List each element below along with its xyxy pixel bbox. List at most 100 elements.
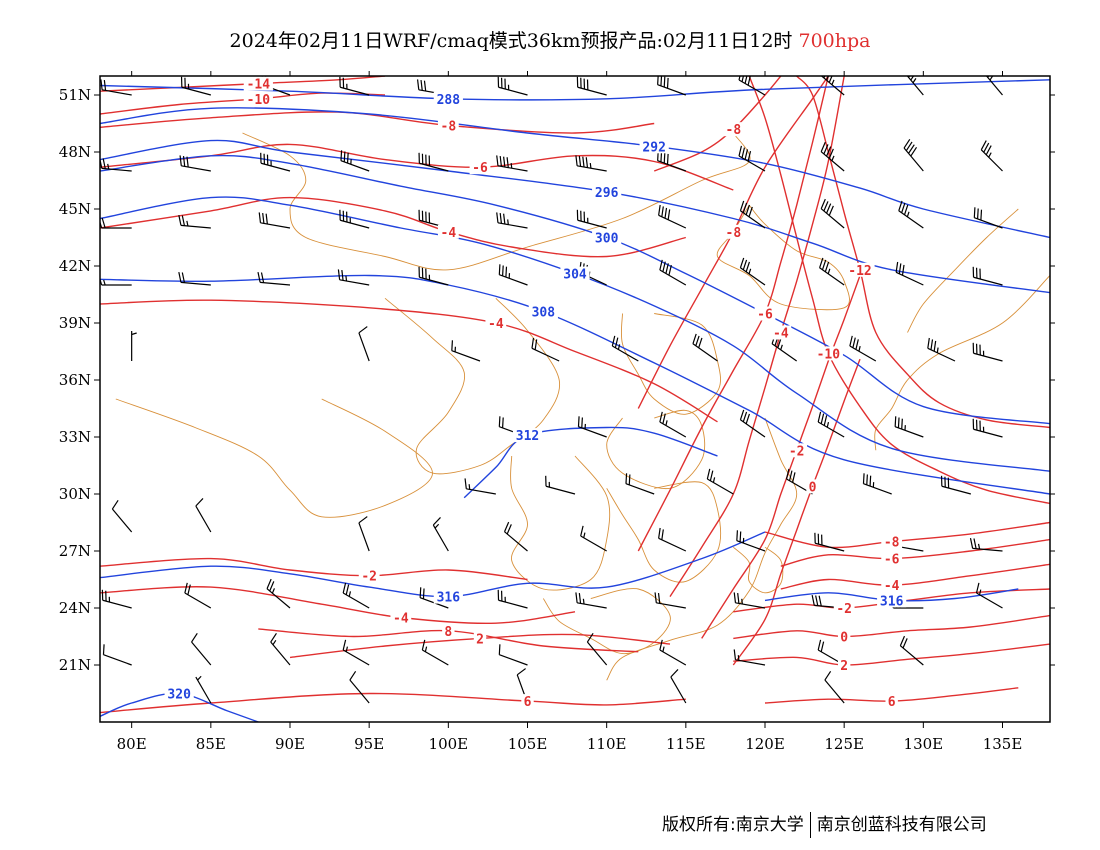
x-tick-label: 85E	[196, 735, 226, 753]
wind-barb	[451, 340, 481, 362]
geopotential-label: 312	[516, 429, 539, 444]
wind-barb	[421, 639, 449, 666]
temperature-contour	[100, 196, 686, 258]
temperature-label: -6	[884, 553, 900, 568]
temperature-label-bg	[243, 91, 273, 106]
wind-barb	[258, 212, 291, 229]
y-tick-label: 51N	[59, 86, 91, 104]
temperature-label: -4	[441, 226, 457, 241]
wind-barb	[973, 207, 1003, 229]
wind-barb	[260, 152, 291, 172]
wind-barb	[820, 141, 845, 172]
temperature-label: -2	[789, 444, 805, 459]
wind-barb	[969, 538, 1003, 552]
temperature-label: -14	[247, 78, 271, 93]
x-axis: 80E 85E 90E 95E 100E 105E 110E 115E 120E 125E 130E…	[117, 71, 1022, 753]
wind-barb	[898, 200, 924, 229]
wind-barb	[257, 272, 291, 286]
wind-barb	[503, 521, 528, 552]
temperature-label-bg	[885, 694, 898, 709]
temperature-label: -2	[836, 602, 852, 617]
temperature-label-bg	[813, 346, 843, 361]
y-tick-label: 48N	[59, 143, 91, 161]
temperature-contour	[100, 557, 528, 581]
temperature-label: 0	[840, 631, 848, 646]
boundary-line	[242, 132, 751, 271]
wind-barb	[111, 499, 133, 533]
temperature-label-bg	[469, 160, 491, 175]
temperature-label: 2	[840, 659, 848, 674]
wind-barb	[654, 592, 686, 609]
boundary-line	[620, 313, 721, 415]
wind-barb	[496, 155, 528, 172]
x-tick-label: 110E	[587, 735, 627, 753]
temperature-label: -4	[393, 612, 409, 627]
wind-barb	[849, 335, 877, 362]
wind-barb	[358, 516, 370, 552]
temperature-label: -4	[773, 327, 789, 342]
wind-barb	[985, 76, 1003, 96]
temperature-label: -4	[884, 579, 900, 594]
geopotential-label-bg	[164, 686, 194, 701]
temperature-label: -2	[361, 570, 377, 585]
plot-frame	[99, 75, 1051, 723]
wind-barb	[739, 409, 766, 438]
wind-barb	[342, 639, 370, 666]
temperature-contour	[732, 358, 861, 666]
wind-barb	[657, 76, 687, 96]
temperature-label: -8	[726, 226, 742, 241]
wind-barb	[733, 649, 766, 666]
temperature-label-bg	[437, 118, 459, 133]
geopotential-label: 296	[595, 186, 619, 201]
geopotential-label: 316	[880, 594, 904, 609]
boundary-line	[907, 208, 1019, 333]
wind-barb	[975, 582, 1003, 609]
temperature-label: 6	[524, 695, 532, 710]
y-tick-label: 27N	[59, 542, 91, 560]
temperature-label: -8	[726, 123, 742, 138]
temperature-label: -4	[488, 317, 504, 332]
wind-barb	[575, 155, 607, 172]
temperature-label: 8	[444, 625, 452, 640]
wind-barb	[577, 416, 607, 438]
wind-barb	[817, 411, 845, 438]
title-text: 2024年02月11日WRF/cmaq模式36km预报产品:02月11日12时	[229, 30, 793, 52]
copyright: 版权所有:南京大学 南京创蓝科技有限公司	[662, 810, 987, 838]
wind-barb-layer	[100, 76, 1003, 704]
wind-barb	[531, 337, 560, 362]
boundary-line	[115, 398, 433, 518]
wind-barb	[358, 326, 370, 362]
wind-barb	[349, 670, 370, 704]
wind-barb	[894, 416, 924, 438]
temperature-label-bg	[442, 623, 455, 638]
geopotential-label: 320	[167, 688, 191, 703]
wind-barb	[899, 635, 924, 666]
wind-barb	[498, 644, 528, 666]
wind-barb	[611, 335, 639, 362]
chart-title: 2024年02月11日WRF/cmaq模式36km预报产品:02月11日12时 …	[0, 26, 1100, 53]
y-tick-label: 45N	[59, 200, 91, 218]
temperature-label-bg	[521, 694, 534, 709]
geopotential-label-bg	[592, 184, 622, 199]
x-tick-label: 90E	[275, 735, 305, 753]
x-tick-label: 130E	[904, 735, 944, 753]
geopotential-contour	[100, 107, 1050, 239]
wind-barb	[576, 209, 607, 229]
wind-barb	[580, 525, 607, 552]
wind-barb	[706, 468, 734, 495]
temperature-label-bg	[473, 631, 487, 646]
temperature-label: 2	[476, 632, 484, 647]
temperature-label-bg	[845, 262, 875, 277]
geopotential-label-bg	[528, 304, 558, 319]
temperature-label-bg	[833, 601, 855, 615]
temperature-contour	[733, 614, 1050, 640]
wind-barb	[820, 198, 845, 229]
x-tick-label: 100E	[429, 735, 469, 753]
temperature-label-bg	[485, 316, 507, 330]
geopotential-label: 288	[437, 93, 461, 108]
wind-barb	[862, 473, 892, 495]
wind-barb	[670, 669, 687, 704]
wind-barb	[739, 257, 766, 286]
temperature-label-bg	[437, 224, 459, 239]
geopotential-label: 304	[563, 268, 587, 283]
